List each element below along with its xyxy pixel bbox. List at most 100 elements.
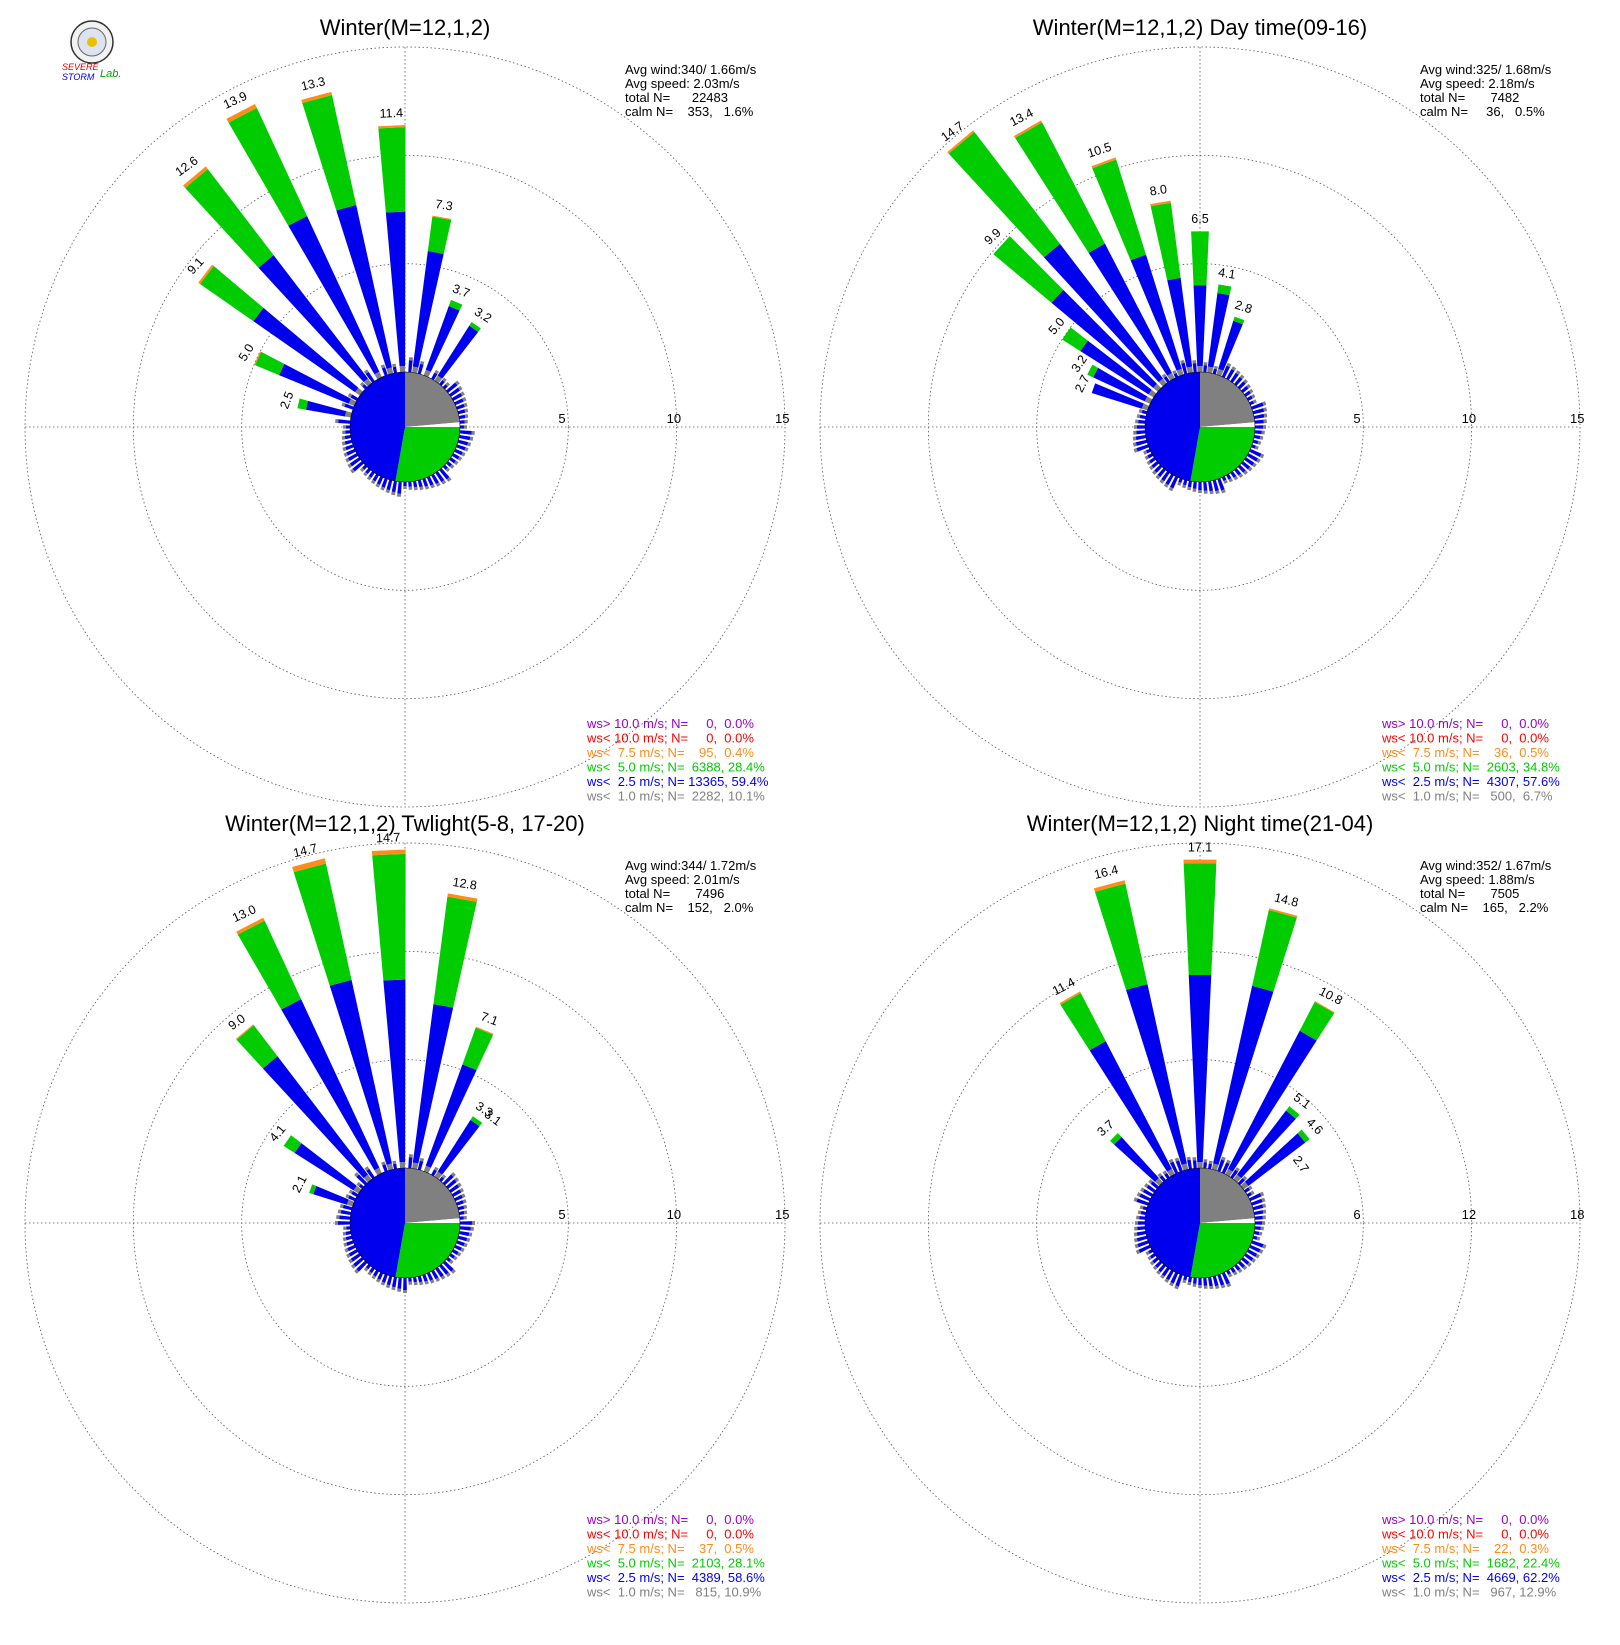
minor-bar bbox=[1252, 439, 1259, 445]
minor-bar-tip bbox=[1215, 1285, 1220, 1290]
bar-lt2_5-segment bbox=[1237, 1110, 1296, 1179]
minor-bar-tip bbox=[454, 1177, 460, 1183]
minor-bar bbox=[392, 366, 397, 374]
minor-bar bbox=[344, 435, 352, 440]
stats-avg-speed: Avg speed: 2.01m/s bbox=[625, 872, 740, 887]
minor-bar bbox=[1212, 479, 1219, 492]
minor-bar bbox=[457, 409, 466, 415]
bar-lt2_5-segment bbox=[412, 251, 444, 368]
minor-bar bbox=[431, 473, 440, 485]
bar-value-label: 14.7 bbox=[292, 841, 319, 860]
hub-slice-calm bbox=[1200, 1168, 1255, 1223]
bar-305: 5.0 bbox=[1046, 315, 1157, 398]
minor-bar-tip bbox=[1146, 460, 1152, 466]
bar-calm-segment bbox=[386, 1163, 394, 1171]
legend-entry: ws> 10.0 m/s; N= 0, 0.0% bbox=[1381, 716, 1549, 731]
minor-bar bbox=[457, 439, 469, 446]
minor-bar-tip bbox=[337, 1209, 342, 1214]
bar-282.5: 2.5 bbox=[277, 390, 352, 418]
minor-bar bbox=[417, 363, 424, 375]
bar-value-label: 3.2 bbox=[472, 305, 494, 326]
minor-bar-tip bbox=[1168, 1158, 1174, 1164]
chart-title: Winter(M=12,1,2) bbox=[320, 15, 491, 40]
minor-bar-tip bbox=[341, 402, 346, 407]
minor-bar bbox=[1154, 464, 1163, 473]
minor-bar-tip bbox=[419, 1281, 424, 1286]
minor-bar bbox=[386, 1275, 393, 1286]
bar-lt7_5-segment bbox=[1093, 880, 1126, 892]
minor-bar-tip bbox=[463, 402, 468, 408]
minor-bar bbox=[1149, 457, 1156, 464]
minor-bar bbox=[397, 1277, 402, 1289]
bar-calm-segment bbox=[399, 366, 406, 373]
minor-bar bbox=[340, 1209, 352, 1215]
minor-bar-tip bbox=[1226, 1282, 1232, 1288]
minor-bar bbox=[1234, 1264, 1241, 1271]
minor-bar-tip bbox=[1134, 1226, 1138, 1231]
minor-bar-tip bbox=[1169, 1282, 1174, 1287]
minor-bar bbox=[454, 1244, 462, 1251]
minor-bar bbox=[1226, 368, 1235, 381]
bar-calm-segment bbox=[1197, 366, 1203, 373]
minor-bar-tip bbox=[434, 1166, 439, 1172]
bar-calm-segment bbox=[1144, 396, 1153, 404]
stats-calm: calm N= 165, 2.2% bbox=[1420, 900, 1549, 915]
windrose-panel-2: 5 10 152.73.25.09.914.713.410.58.06.54.12.… bbox=[819, 15, 1584, 808]
minor-bar bbox=[454, 398, 464, 406]
minor-bar bbox=[1137, 1226, 1146, 1231]
bar-lt2_5-segment bbox=[1093, 367, 1148, 402]
bar-calm-segment bbox=[1186, 366, 1193, 374]
minor-bar-tip bbox=[445, 467, 451, 473]
minor-bar-tip bbox=[1192, 1283, 1197, 1287]
windrose-panel-1: 5 10 152.55.09.112.613.913.311.47.33.73.2W… bbox=[24, 15, 789, 808]
minor-bar bbox=[1244, 1187, 1251, 1193]
bar-calm-segment bbox=[354, 387, 363, 396]
minor-bar bbox=[1237, 1260, 1246, 1269]
bar-calm-segment bbox=[434, 1171, 443, 1180]
minor-bar bbox=[1141, 409, 1148, 415]
bar-lt5-segment bbox=[237, 920, 302, 1010]
ring-label: 12 bbox=[1462, 1207, 1476, 1222]
minor-bar bbox=[1192, 1160, 1197, 1169]
minor-bar bbox=[351, 1191, 359, 1197]
minor-bar-tip bbox=[380, 1281, 386, 1286]
minor-bar bbox=[376, 476, 384, 485]
minor-bar bbox=[345, 1231, 352, 1236]
bar-lt7_5-segment bbox=[1314, 1001, 1335, 1014]
minor-bar-tip bbox=[457, 1182, 462, 1188]
minor-bar-tip bbox=[397, 1288, 402, 1292]
minor-bar-tip bbox=[1242, 1175, 1248, 1181]
minor-bar bbox=[1253, 1210, 1264, 1215]
minor-bar bbox=[1241, 385, 1249, 393]
bar-lt2_5-segment bbox=[1218, 320, 1243, 371]
minor-bar-tip bbox=[1203, 490, 1208, 494]
minor-bar-tip bbox=[463, 1204, 468, 1209]
minor-bar-tip bbox=[435, 1277, 441, 1282]
minor-bar-tip bbox=[435, 482, 441, 487]
minor-bar-tip bbox=[1231, 366, 1237, 371]
minor-bar-tip bbox=[1134, 425, 1138, 429]
bar-lt5-segment bbox=[309, 1184, 317, 1195]
legend-entry: ws< 2.5 m/s; N= 4669, 62.2% bbox=[1381, 1570, 1560, 1585]
bar-lt5-segment bbox=[228, 107, 308, 226]
minor-bar-tip bbox=[1133, 448, 1138, 453]
bar-lt7_5-segment bbox=[947, 130, 975, 154]
minor-bar-tip bbox=[364, 1166, 370, 1171]
bar-lt2_5-segment bbox=[1114, 1137, 1159, 1182]
minor-bar bbox=[417, 1275, 423, 1283]
minor-bar-tip bbox=[1247, 466, 1253, 472]
legend-entry: ws< 7.5 m/s; N= 36, 0.5% bbox=[1381, 745, 1549, 760]
legend-entry: ws< 10.0 m/s; N= 0, 0.0% bbox=[1381, 1527, 1549, 1542]
minor-bar bbox=[1138, 419, 1146, 424]
minor-bar bbox=[1234, 376, 1243, 386]
minor-bar-tip bbox=[1192, 360, 1197, 364]
legend-entry: ws< 5.0 m/s; N= 2103, 28.1% bbox=[586, 1556, 765, 1571]
minor-bar-tip bbox=[1242, 1265, 1248, 1271]
minor-bar bbox=[1137, 1240, 1149, 1248]
minor-bar bbox=[446, 461, 453, 467]
hub-pie bbox=[349, 371, 461, 483]
minor-bar-tip bbox=[371, 1274, 376, 1280]
bar-lt7_5-segment bbox=[378, 125, 406, 129]
minor-bar-tip bbox=[463, 1242, 468, 1248]
